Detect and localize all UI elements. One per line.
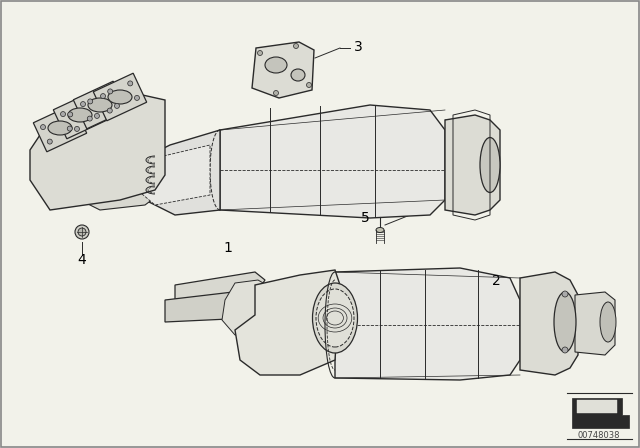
Polygon shape bbox=[445, 115, 500, 215]
Ellipse shape bbox=[554, 292, 576, 352]
Text: 2: 2 bbox=[492, 274, 500, 288]
Circle shape bbox=[81, 102, 86, 107]
Polygon shape bbox=[335, 268, 520, 380]
Circle shape bbox=[87, 116, 92, 121]
Text: 1: 1 bbox=[223, 241, 232, 255]
Polygon shape bbox=[75, 160, 165, 210]
Circle shape bbox=[100, 94, 106, 99]
Text: 4: 4 bbox=[77, 253, 86, 267]
Circle shape bbox=[307, 82, 312, 87]
Circle shape bbox=[134, 95, 140, 100]
Circle shape bbox=[95, 113, 99, 118]
Ellipse shape bbox=[376, 228, 384, 233]
Circle shape bbox=[67, 126, 72, 131]
Circle shape bbox=[108, 89, 113, 94]
Polygon shape bbox=[220, 105, 445, 218]
Polygon shape bbox=[130, 145, 210, 205]
Circle shape bbox=[294, 43, 298, 48]
Circle shape bbox=[68, 112, 73, 117]
Polygon shape bbox=[74, 81, 127, 129]
Ellipse shape bbox=[312, 283, 358, 353]
Circle shape bbox=[273, 90, 278, 95]
Circle shape bbox=[108, 108, 112, 113]
Text: 00748038: 00748038 bbox=[578, 431, 620, 439]
Circle shape bbox=[257, 51, 262, 56]
Circle shape bbox=[61, 112, 65, 116]
Ellipse shape bbox=[291, 69, 305, 81]
Polygon shape bbox=[30, 90, 165, 210]
Circle shape bbox=[115, 103, 120, 108]
Ellipse shape bbox=[265, 57, 287, 73]
Ellipse shape bbox=[600, 302, 616, 342]
Polygon shape bbox=[575, 292, 615, 355]
Polygon shape bbox=[577, 400, 617, 413]
Polygon shape bbox=[520, 272, 578, 375]
Polygon shape bbox=[572, 398, 629, 428]
Ellipse shape bbox=[316, 289, 354, 347]
Circle shape bbox=[562, 291, 568, 297]
Polygon shape bbox=[53, 91, 107, 139]
Circle shape bbox=[74, 126, 79, 131]
Text: 3: 3 bbox=[354, 40, 363, 54]
Circle shape bbox=[78, 228, 86, 236]
Polygon shape bbox=[130, 130, 220, 215]
Polygon shape bbox=[252, 42, 314, 98]
Polygon shape bbox=[165, 290, 260, 322]
Circle shape bbox=[128, 81, 132, 86]
Circle shape bbox=[88, 99, 93, 104]
Text: 5: 5 bbox=[360, 211, 369, 225]
Circle shape bbox=[40, 125, 45, 129]
Ellipse shape bbox=[68, 108, 92, 122]
Ellipse shape bbox=[480, 138, 500, 193]
Ellipse shape bbox=[48, 121, 72, 135]
Polygon shape bbox=[93, 73, 147, 121]
Polygon shape bbox=[175, 272, 265, 305]
Ellipse shape bbox=[88, 98, 112, 112]
Ellipse shape bbox=[108, 90, 132, 104]
Circle shape bbox=[47, 139, 52, 144]
Circle shape bbox=[562, 347, 568, 353]
Polygon shape bbox=[235, 270, 340, 375]
Circle shape bbox=[75, 225, 89, 239]
Polygon shape bbox=[222, 280, 280, 338]
Polygon shape bbox=[33, 104, 86, 152]
